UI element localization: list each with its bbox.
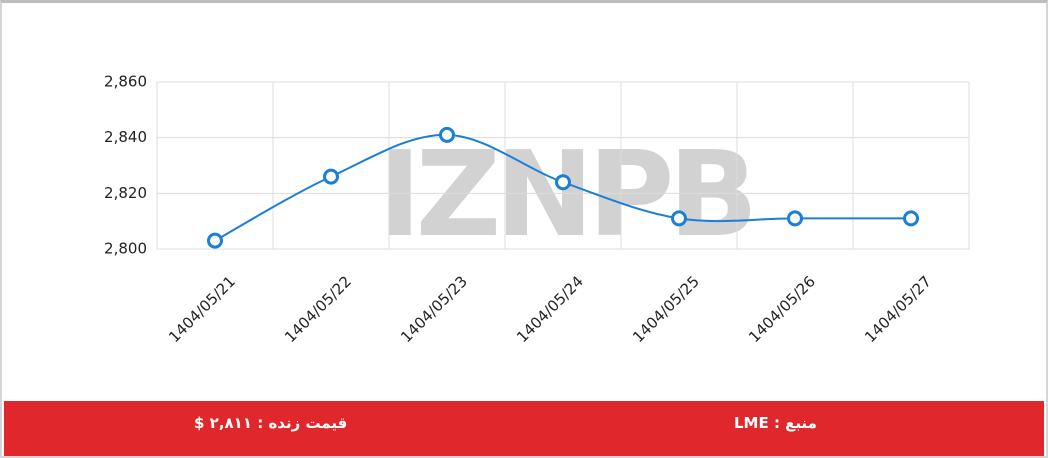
x-tick-label: 1404/05/22 bbox=[281, 272, 355, 346]
y-tick-label: 2,860 bbox=[104, 73, 147, 91]
x-tick-label: 1404/05/21 bbox=[165, 272, 239, 346]
x-tick-label: 1404/05/24 bbox=[513, 272, 587, 346]
point bbox=[787, 210, 803, 227]
x-tick-label: 1404/05/23 bbox=[397, 272, 471, 346]
point bbox=[207, 232, 223, 249]
footer: قیمت زنده : ۲,۸۱۱ $ منبع : LME bbox=[4, 401, 1044, 456]
point bbox=[323, 168, 339, 185]
point bbox=[671, 210, 687, 227]
x-tick-label: 1404/05/27 bbox=[861, 272, 935, 346]
y-tick-label: 2,800 bbox=[104, 240, 147, 258]
x-tick-label: 1404/05/25 bbox=[629, 272, 703, 346]
y-tick-label: 2,840 bbox=[104, 128, 147, 146]
live-price: قیمت زنده : ۲,۸۱۱ $ bbox=[194, 414, 348, 432]
x-tick-label: 1404/05/26 bbox=[745, 272, 819, 346]
chart: IZNPB 2,800 2,820 2,840 2,860 1404/05/21 1404… bbox=[104, 73, 970, 346]
point bbox=[903, 210, 919, 227]
point bbox=[555, 174, 571, 191]
y-tick-label: 2,820 bbox=[104, 184, 147, 202]
source: منبع : LME bbox=[734, 414, 817, 432]
point bbox=[439, 126, 455, 143]
watermark: IZNPB bbox=[378, 125, 753, 263]
